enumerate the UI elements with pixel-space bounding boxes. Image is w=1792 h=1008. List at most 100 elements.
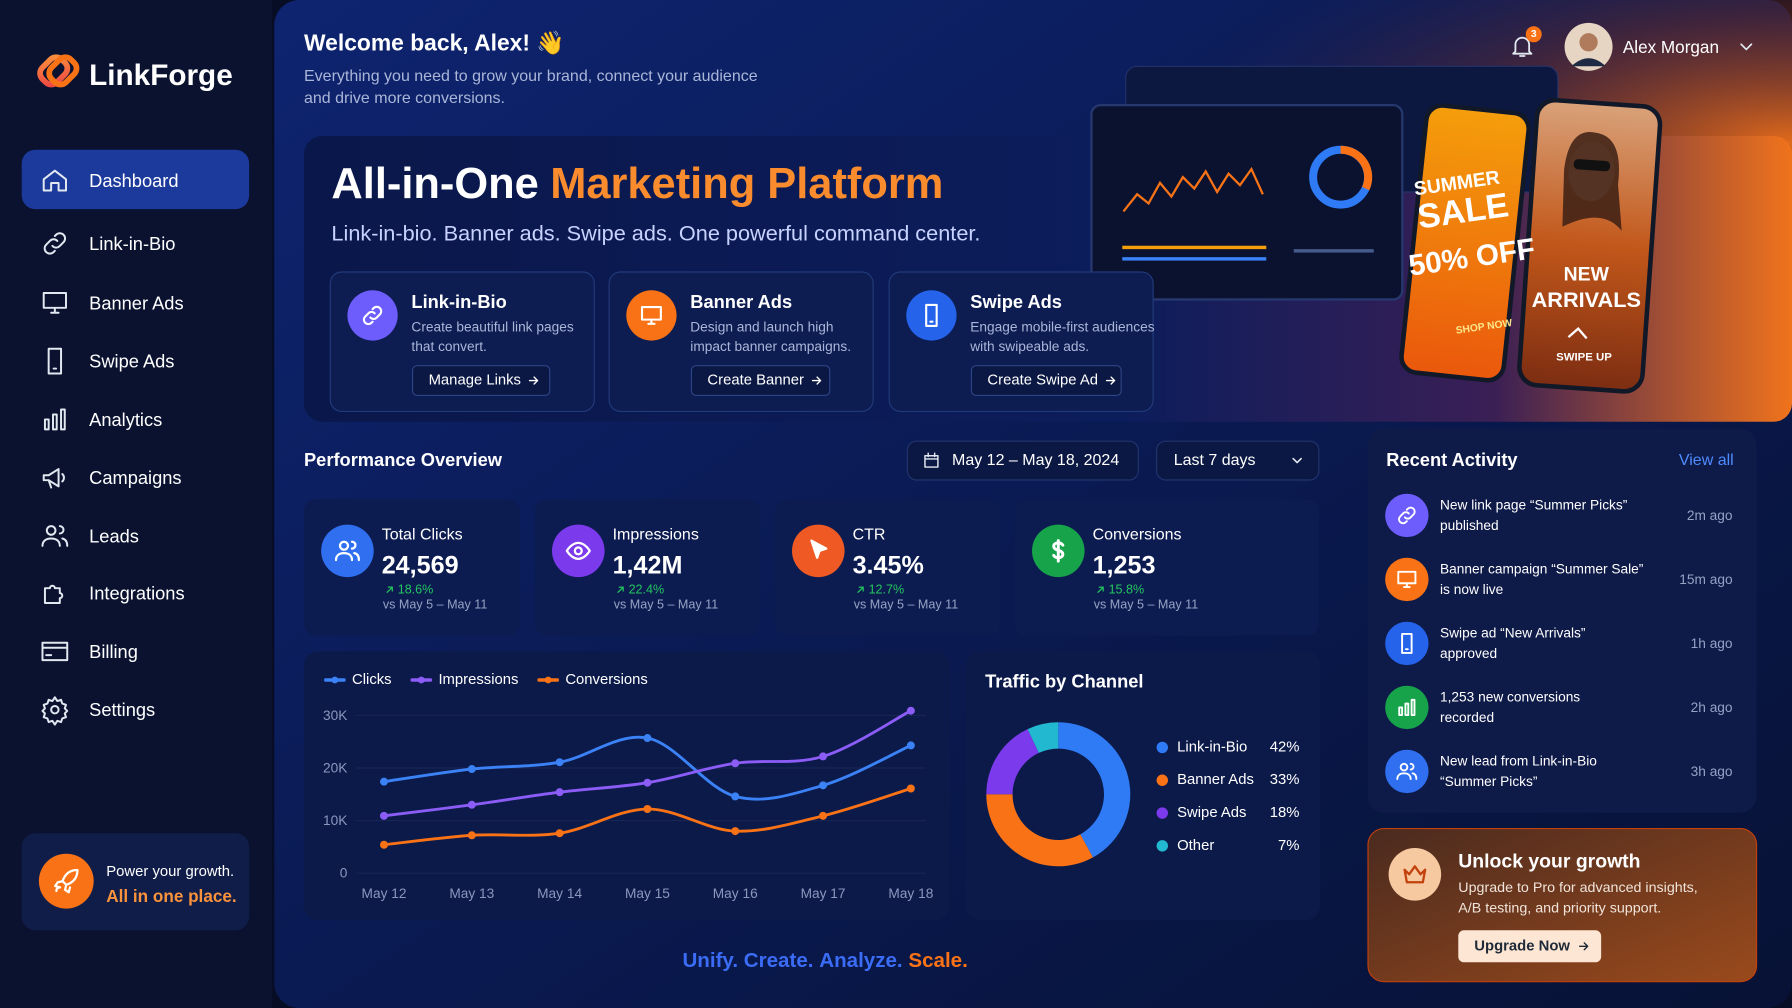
- kpi-change: 18.6%: [398, 583, 434, 597]
- feature-description: Design and launch high: [690, 319, 833, 334]
- promo-line: All in one place.: [106, 886, 236, 906]
- x-tick-label: May 14: [537, 886, 582, 901]
- period-select[interactable]: [1155, 440, 1320, 481]
- activity-text: Swipe ad “New Arrivals”: [1440, 626, 1586, 641]
- activity-text: 1,253 new conversions: [1440, 690, 1580, 705]
- data-point: [380, 811, 388, 820]
- feature-button[interactable]: [970, 365, 1122, 396]
- date-range[interactable]: May 12 – May 18, 2024: [952, 452, 1119, 469]
- panel-title: Recent Activity: [1386, 449, 1518, 470]
- kpi-comparison: vs May 5 – May 11: [614, 598, 719, 612]
- y-tick-label: 30K: [323, 708, 347, 723]
- activity-time: 15m ago: [1679, 572, 1733, 587]
- feature-button[interactable]: [412, 365, 551, 396]
- legend-dot: [1156, 807, 1168, 819]
- subtitle: Everything you need to grow your brand, …: [304, 68, 758, 85]
- nav-icon: [41, 696, 69, 726]
- upgrade-button-label[interactable]: Upgrade Now: [1474, 938, 1570, 954]
- value-label: 42%: [1270, 739, 1300, 755]
- data-point: [906, 784, 915, 793]
- legend-swatch-dot: [544, 676, 552, 684]
- legend-dot: [1156, 774, 1168, 786]
- legend-swatch-dot: [331, 676, 339, 684]
- notification-bell: [1512, 36, 1533, 57]
- feature-button-label[interactable]: Create Swipe Ad: [987, 373, 1098, 389]
- data-point: [731, 759, 740, 768]
- nav-item[interactable]: Campaigns: [89, 467, 181, 488]
- kpi-icon-bg: [552, 524, 605, 578]
- nav-item[interactable]: Billing: [89, 641, 138, 662]
- upgrade-button[interactable]: [1458, 930, 1602, 963]
- x-tick-label: May 18: [888, 886, 933, 901]
- kpi-icon-bg: [321, 524, 374, 578]
- promo-line: Power your growth.: [106, 864, 234, 880]
- mockup-chart: [1122, 166, 1264, 213]
- data-point: [555, 788, 564, 797]
- nav-icon: [41, 641, 69, 662]
- kpi-comparison: vs May 5 – May 11: [854, 598, 959, 612]
- kpi-trend-arrow: [386, 586, 393, 593]
- nav-icon: [43, 408, 66, 431]
- chart-title: Traffic by Channel: [985, 671, 1143, 692]
- notification-badge: [1525, 26, 1542, 43]
- x-tick-label: May 13: [449, 886, 494, 901]
- activity-panel: [1368, 428, 1757, 813]
- nav-item[interactable]: Link-in-Bio: [89, 233, 175, 254]
- nav-item[interactable]: Integrations: [89, 583, 184, 604]
- x-tick-label: May 15: [625, 886, 670, 901]
- view-all-link[interactable]: View all: [1679, 452, 1734, 469]
- kpi-value: 3.45%: [853, 552, 924, 580]
- nav-item[interactable]: Swipe Ads: [89, 351, 174, 372]
- data-point: [819, 811, 828, 820]
- activity-text: Banner campaign “Summer Sale”: [1440, 562, 1644, 577]
- feature-title: Link-in-Bio: [411, 291, 506, 312]
- arrivals-phone-text: NEW: [1564, 263, 1610, 285]
- legend-label: Link-in-Bio: [1177, 739, 1247, 755]
- mockup-bar: [1122, 245, 1267, 250]
- data-point: [380, 840, 388, 849]
- logo-ring: [37, 54, 71, 88]
- date-picker[interactable]: [906, 440, 1139, 481]
- notification-count[interactable]: 3: [1531, 29, 1537, 40]
- feature-button[interactable]: [690, 365, 831, 396]
- nav-item[interactable]: Settings: [89, 699, 155, 720]
- promo-icon-bg: [38, 853, 94, 909]
- arrivals-phone: [1517, 97, 1663, 394]
- feature-button-label[interactable]: Create Banner: [707, 373, 804, 389]
- user-name[interactable]: Alex Morgan: [1623, 37, 1719, 57]
- legend-label: Conversions: [565, 672, 648, 688]
- swipe-arrow: [1567, 327, 1588, 340]
- period-label[interactable]: Last 7 days: [1174, 452, 1256, 469]
- kpi-change: 22.4%: [629, 583, 665, 597]
- data-point: [731, 792, 740, 801]
- nav-icon: [47, 347, 63, 375]
- mockup-donut: [1340, 145, 1373, 191]
- data-point: [555, 829, 564, 838]
- activity-icon: [1396, 762, 1418, 781]
- logo: [37, 54, 80, 88]
- nav-item[interactable]: Dashboard: [89, 170, 178, 191]
- nav-item[interactable]: Banner Ads: [89, 292, 183, 313]
- promo-icon: [54, 868, 79, 894]
- legend-swatch-dot: [417, 676, 425, 684]
- feature-icon-bg: [626, 290, 677, 341]
- nav-active-bg: [21, 149, 250, 210]
- nav-item[interactable]: Analytics: [89, 409, 162, 430]
- kpi-comparison: vs May 5 – May 11: [1094, 598, 1199, 612]
- activity-time: 1h ago: [1691, 636, 1733, 651]
- activity-icon-bg: [1385, 685, 1429, 730]
- nav-item[interactable]: Leads: [89, 525, 139, 546]
- legend-label: Clicks: [352, 672, 392, 688]
- hero-title: All-in-One Marketing Platform: [331, 160, 943, 208]
- feature-button-label[interactable]: Manage Links: [429, 373, 521, 389]
- upgrade-icon: [1403, 865, 1427, 884]
- kpi-trend-arrow: [1097, 586, 1104, 593]
- kpi-value: 1,42M: [613, 552, 683, 580]
- avatar-body: [1571, 58, 1606, 67]
- model-hair: [1562, 132, 1622, 231]
- tagline-word: Unify.: [682, 949, 738, 972]
- activity-icon: [1397, 570, 1417, 589]
- footer-tagline: Unify. Create. Analyze. Scale.: [682, 949, 967, 972]
- activity-time: 3h ago: [1691, 764, 1733, 779]
- kpi-icon: [810, 539, 828, 559]
